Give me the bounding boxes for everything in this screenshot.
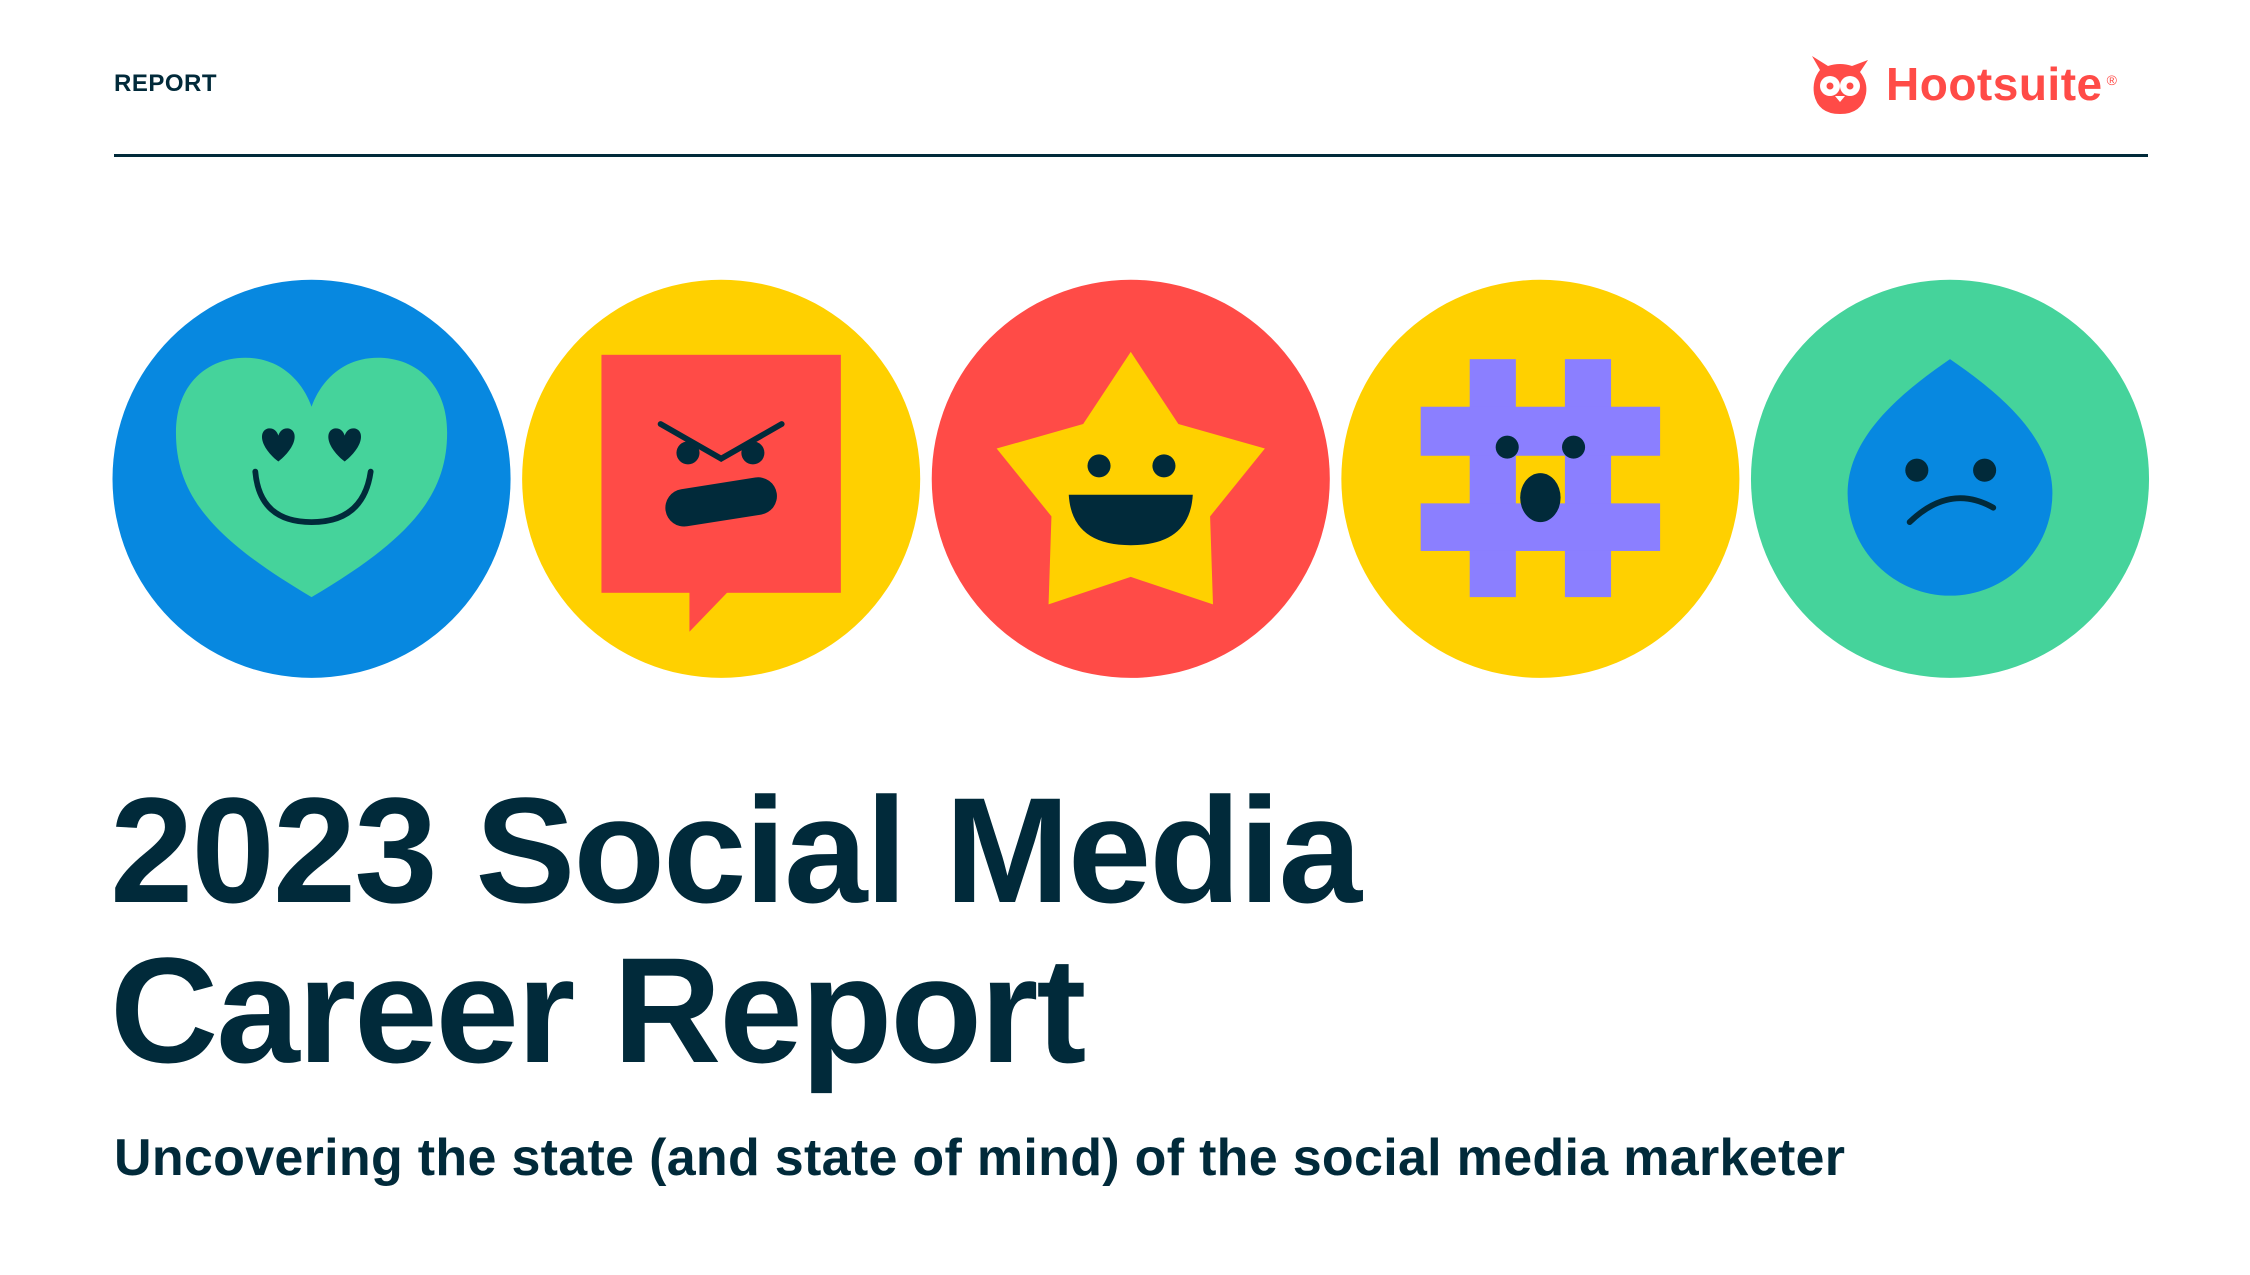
angry-speech-bubble-icon xyxy=(522,279,921,678)
surprised-hashtag-icon xyxy=(1341,279,1740,678)
header-divider xyxy=(114,154,2148,157)
title-line-2: Career Report xyxy=(110,926,1086,1094)
brand-name: Hootsuite xyxy=(1886,58,2103,110)
report-label: REPORT xyxy=(114,70,218,97)
page-subtitle: Uncovering the state (and state of mind)… xyxy=(114,1129,1846,1187)
heart-love-eyes-icon xyxy=(112,279,511,678)
owl-icon xyxy=(1812,56,1868,114)
sad-drop-icon xyxy=(1750,279,2150,678)
hootsuite-logo[interactable]: Hootsuite ® xyxy=(1808,52,2117,116)
registered-mark: ® xyxy=(2106,72,2117,88)
happy-star-icon xyxy=(931,279,1330,678)
page-title: 2023 Social Media Career Report xyxy=(110,770,1362,1090)
title-line-1: 2023 Social Media xyxy=(110,766,1362,934)
